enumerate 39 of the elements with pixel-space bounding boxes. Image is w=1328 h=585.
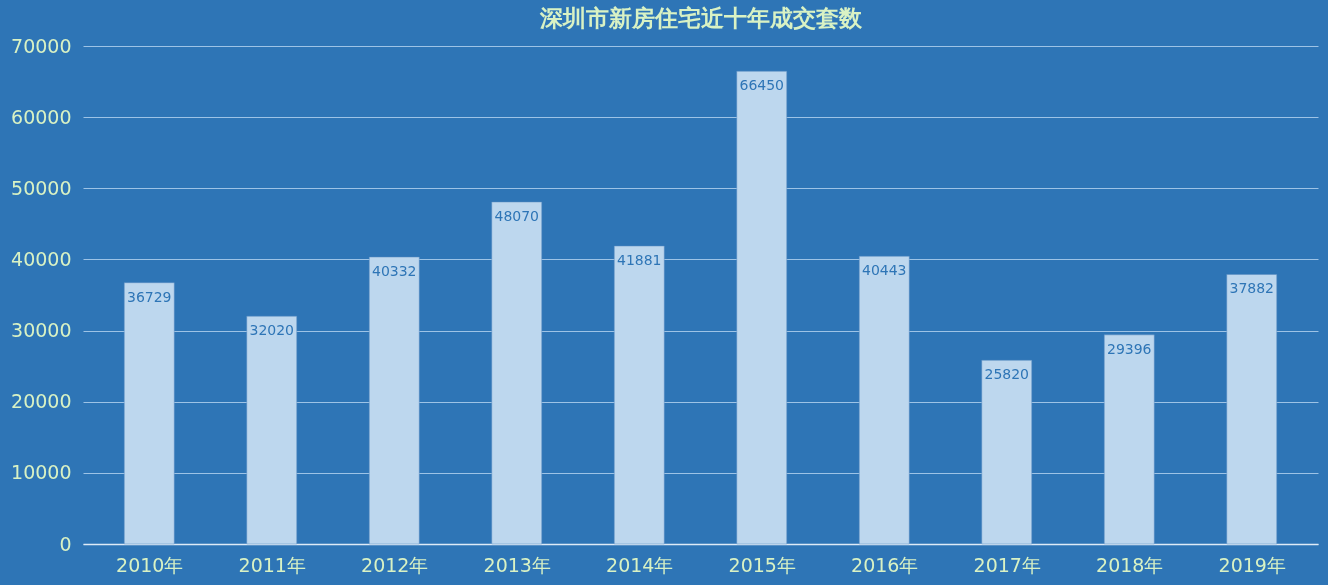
bar: [246, 315, 297, 545]
data-label: 32020: [249, 322, 295, 339]
data-label: 48070: [494, 208, 540, 225]
y-tick-label: 30000: [11, 319, 72, 342]
data-label: 25820: [984, 366, 1030, 383]
data-label: 37882: [1229, 280, 1275, 297]
x-tick-label: 2016年: [851, 553, 919, 576]
x-tick-label: 2013年: [483, 553, 551, 576]
y-tick-label: 40000: [11, 247, 72, 270]
y-tick-label: 0: [59, 532, 72, 555]
x-tick-label: 2011年: [238, 553, 306, 576]
x-tick-label: 2019年: [1218, 553, 1286, 576]
data-label: 36729: [126, 288, 172, 305]
data-label: 66450: [739, 77, 785, 94]
bar: [1226, 274, 1277, 545]
bar: [369, 256, 420, 545]
y-tick-label: 50000: [11, 176, 72, 199]
data-label: 40443: [861, 262, 907, 279]
y-tick-label: 70000: [11, 34, 72, 57]
y-tick-label: 60000: [11, 105, 72, 128]
data-label: 29396: [1106, 340, 1152, 357]
x-tick-label: 2010年: [116, 553, 184, 576]
y-tick-label: 20000: [11, 390, 72, 413]
bar: [614, 245, 665, 545]
x-tick-label: 2017年: [973, 553, 1041, 576]
bar: [1104, 334, 1155, 545]
x-tick-label: 2018年: [1096, 553, 1164, 576]
bar: [491, 201, 542, 545]
x-tick-label: 2012年: [361, 553, 429, 576]
y-tick-label: 10000: [11, 461, 72, 484]
bar: [981, 360, 1032, 545]
data-label: 40332: [371, 263, 417, 280]
data-label: 41881: [616, 252, 662, 269]
chart-title: 深圳市新房住宅近十年成交套数: [538, 4, 863, 31]
x-tick-label: 2015年: [728, 553, 796, 576]
bar: [859, 256, 910, 545]
x-tick-label: 2014年: [606, 553, 674, 576]
bar: [124, 282, 175, 545]
bar: [736, 71, 787, 545]
